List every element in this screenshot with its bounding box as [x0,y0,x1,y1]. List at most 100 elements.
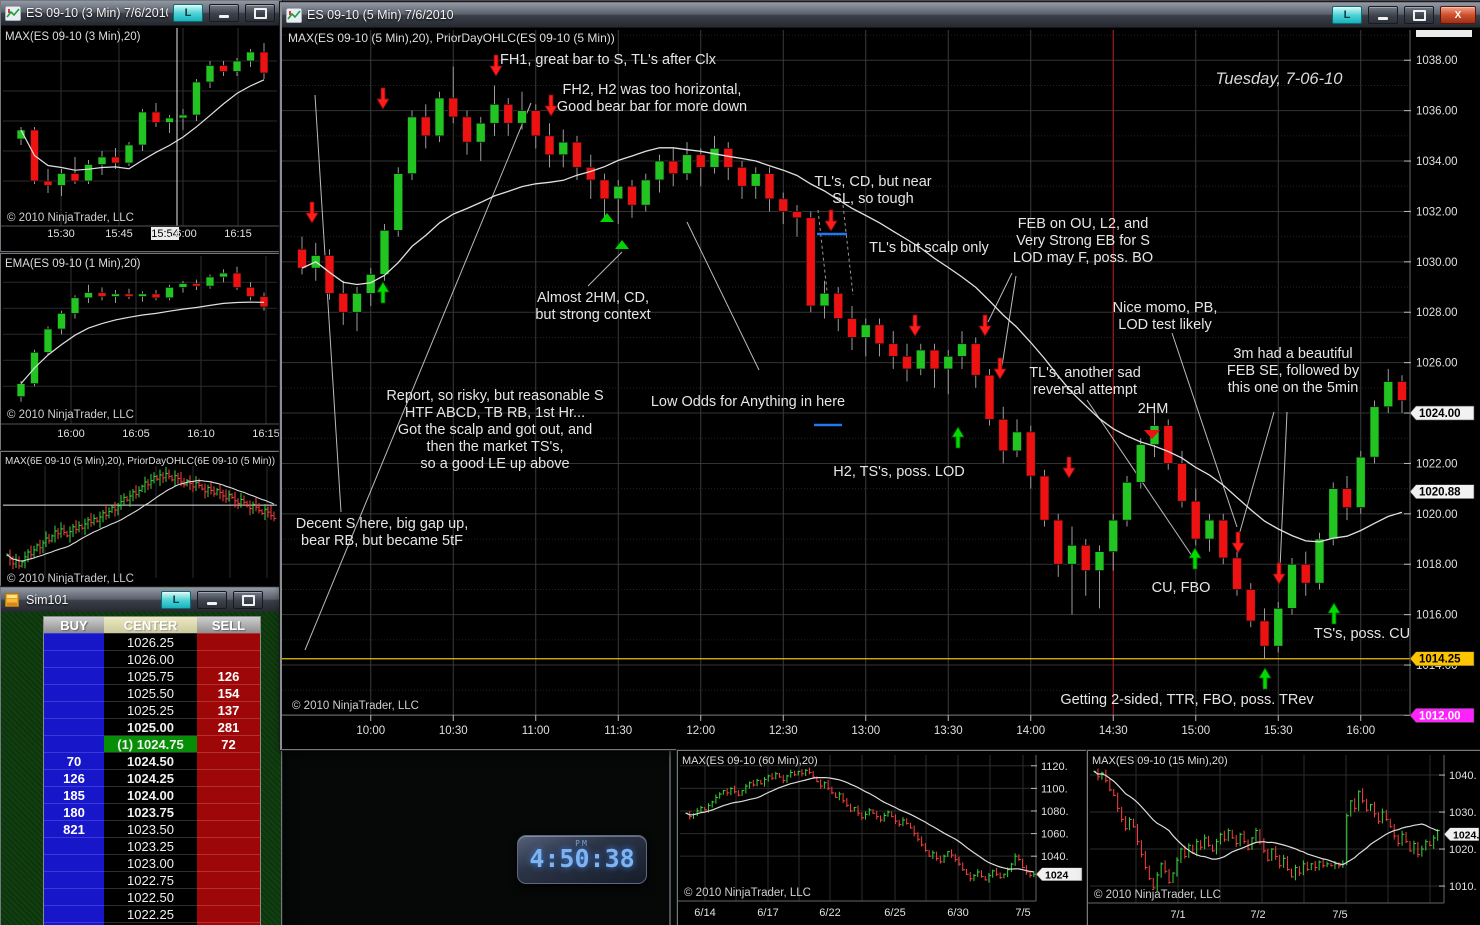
svg-text:1120.: 1120. [1041,761,1068,773]
dom-price-cell[interactable]: 1025.00 [104,719,197,736]
dom-sell-cell[interactable] [197,838,260,855]
dom-price-row[interactable]: 126 1024.25 [44,770,260,787]
copyright: © 2010 NinjaTrader, LLC [684,887,811,899]
dom-sell-cell[interactable] [197,889,260,906]
dom-price-cell[interactable]: 1024.25 [104,770,197,787]
dom-sell-cell[interactable]: 281 [197,719,260,736]
maximize-button[interactable] [233,591,263,609]
dom-sell-cell[interactable] [197,906,260,923]
dom-price-cell[interactable]: 1022.25 [104,906,197,923]
dom-buy-cell[interactable]: 185 [44,787,104,804]
dom-buy-cell[interactable] [44,838,104,855]
dom-price-row[interactable]: (1) 1024.75 72 [44,736,260,753]
dom-price-row[interactable]: 1025.50 154 [44,685,260,702]
svg-text:1016.00: 1016.00 [1416,610,1458,622]
dom-position-price-cell[interactable]: (1) 1024.75 [104,736,197,753]
minimize-button[interactable] [197,591,227,609]
dom-price-cell[interactable]: 1025.25 [104,702,197,719]
dom-buy-cell[interactable] [44,702,104,719]
dom-sell-cell[interactable] [197,855,260,872]
dom-buy-cell[interactable]: 180 [44,804,104,821]
6e-5min-chart-canvas[interactable]: MAX(6E 09-10 (5 Min),20), PriorDayOHLC(6… [1,452,279,584]
link-button[interactable]: L [161,591,191,609]
link-button[interactable]: L [1332,6,1362,24]
dom-buy-cell[interactable] [44,923,104,925]
dom-sell-cell[interactable] [197,804,260,821]
dom-buy-cell[interactable]: 126 [44,770,104,787]
dom-sell-cell[interactable] [197,651,260,668]
dom-buy-cell[interactable] [44,872,104,889]
close-button[interactable]: X [1440,6,1476,24]
dom-price-row[interactable]: 180 1023.75 [44,804,260,821]
svg-text:10:30: 10:30 [439,725,468,737]
dom-buy-cell[interactable] [44,634,104,651]
dom-sell-cell[interactable]: 137 [197,702,260,719]
es-15min-chart-canvas[interactable]: 1040. 1030. 1020. 1010. 1024. 7/1 7/2 7/5 MAX(ES… [1088,751,1479,924]
dom-price-row[interactable]: 1022.25 [44,906,260,923]
dom-price-cell[interactable]: 1022.50 [104,889,197,906]
dom-buy-cell[interactable]: 821 [44,821,104,838]
dom-sell-cell[interactable] [197,634,260,651]
titlebar-es-5min[interactable]: ES 09-10 (5 Min) 7/6/2010 L X [282,3,1480,28]
dom-price-cell[interactable]: 1025.75 [104,668,197,685]
dom-price-row[interactable]: 1023.00 [44,855,260,872]
dom-buy-cell[interactable] [44,668,104,685]
es-60min-chart-canvas[interactable]: 1120. 1100. 1080. 1060. 1040. 1024 6/14 6/17 6/2… [678,751,1085,924]
dom-price-cell[interactable]: 1023.50 [104,821,197,838]
dom-price-cell[interactable]: 1025.50 [104,685,197,702]
titlebar-dom[interactable]: Sim101 L [1,588,281,613]
dom-buy-cell[interactable]: 70 [44,753,104,770]
time-axis: 7/1 7/2 7/5 [1088,902,1444,921]
dom-price-row[interactable]: 70 1024.50 [44,753,260,770]
clock-gadget[interactable]: PM 4:50:38 [517,835,647,884]
dom-price-row[interactable]: 185 1024.00 [44,787,260,804]
dom-price-cell[interactable]: 1026.25 [104,634,197,651]
dom-price-cell[interactable]: 1024.50 [104,753,197,770]
dom-price-row[interactable]: 1025.00 281 [44,719,260,736]
dom-price-cell[interactable]: 1023.25 [104,838,197,855]
dom-price-row[interactable]: 1022.50 [44,889,260,906]
dom-price-cell[interactable]: 1022.75 [104,872,197,889]
dom-buy-cell[interactable] [44,651,104,668]
price-axis: 1038.00 1036.00 1034.00 1032.00 1030.00 1028.… [1404,30,1472,722]
titlebar-es-3min[interactable]: ES 09-10 (3 Min) 7/6/2010 L [1,1,281,26]
dom-buy-cell[interactable] [44,736,104,753]
dom-price-row[interactable]: 1025.25 137 [44,702,260,719]
es-5min-chart-canvas[interactable]: FH1, great bar to S, TL's after Clx FH2, … [282,28,1478,746]
dom-buy-cell[interactable] [44,889,104,906]
dom-buy-cell[interactable] [44,719,104,736]
dom-price-row[interactable]: 1025.75 126 [44,668,260,685]
dom-sell-cell[interactable] [197,770,260,787]
dom-sell-cell[interactable] [197,923,260,925]
dom-sell-cell[interactable] [197,821,260,838]
window-title-main: ES 09-10 (5 Min) 7/6/2010 [307,8,454,22]
dom-sell-cell[interactable]: 154 [197,685,260,702]
dom-price-cell[interactable]: 1023.00 [104,855,197,872]
dom-ladder[interactable]: BUY CENTER SELL 1026.25 1026.00 1025.75 126… [43,616,261,925]
dom-price-row[interactable]: 1023.25 [44,838,260,855]
dom-sell-cell[interactable]: 72 [197,736,260,753]
es-1min-chart-canvas[interactable]: 16:00 16:05 16:10 16:15 EMA(ES 09-10 (1 Min)… [1,254,279,448]
price-tag: 1024. [1443,827,1479,841]
minimize-button[interactable] [1368,6,1398,24]
dom-buy-cell[interactable] [44,855,104,872]
dom-buy-cell[interactable] [44,906,104,923]
maximize-button[interactable] [245,4,275,22]
dom-sell-cell[interactable] [197,753,260,770]
dom-price-cell[interactable]: 1026.00 [104,651,197,668]
dom-sell-cell[interactable] [197,787,260,804]
dom-price-cell[interactable]: 1023.75 [104,804,197,821]
dom-price-cell[interactable]: 1024.00 [104,787,197,804]
dom-sell-cell[interactable] [197,872,260,889]
dom-price-row[interactable]: 1022.75 [44,872,260,889]
pointer-lines [304,94,1288,651]
dom-price-row[interactable]: 1026.00 [44,651,260,668]
link-button[interactable]: L [173,4,203,22]
dom-buy-cell[interactable] [44,685,104,702]
dom-price-row[interactable]: 821 1023.50 [44,821,260,838]
minimize-button[interactable] [209,4,239,22]
dom-sell-cell[interactable]: 126 [197,668,260,685]
maximize-button[interactable] [1404,6,1434,24]
dom-price-row[interactable]: 1026.25 [44,634,260,651]
